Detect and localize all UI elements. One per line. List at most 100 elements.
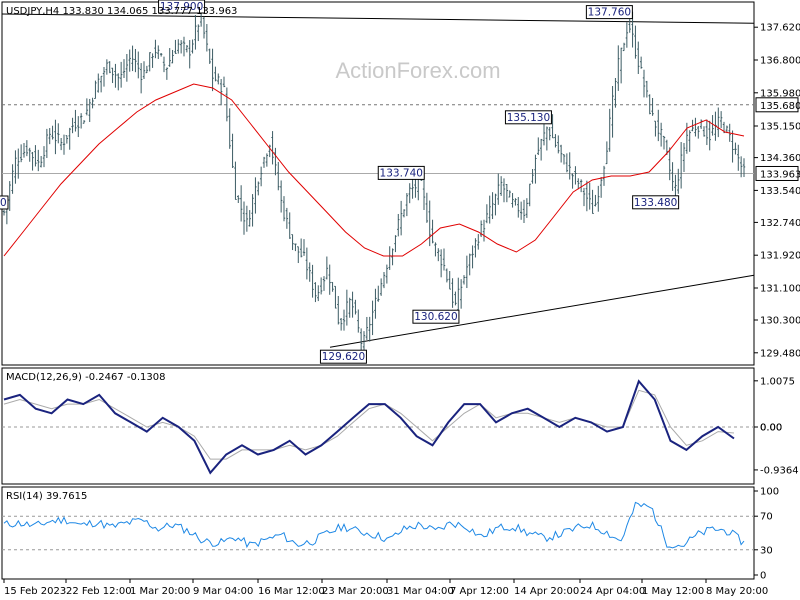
current-price-label: 133.963 [760,169,800,180]
candle [517,197,520,218]
macd-lines [2,379,754,475]
candle [108,61,111,74]
annotation-label: 133.480 [634,197,677,209]
candle [734,142,737,155]
candle [308,262,311,282]
time-tick-label: 31 Mar 04:00 [387,586,454,597]
candle [291,234,294,251]
candle [737,144,740,171]
candle [251,194,254,227]
signal-line [3,389,735,460]
candle [725,125,729,134]
candle [122,59,126,78]
candle [77,116,80,138]
candle [434,242,437,257]
candle [642,69,646,98]
candle [211,48,214,92]
candle [239,185,243,222]
candle [502,178,506,203]
candle [174,39,177,54]
candle [354,299,357,315]
candle [297,246,300,264]
rsi-tick-label: 30 [760,545,773,556]
candle [514,198,517,206]
candle [371,300,374,336]
candle [139,63,143,94]
candle [142,61,146,80]
candle [742,158,746,177]
candle [311,264,314,298]
price-tick-label: 137.620 [760,23,800,34]
candle [425,192,429,223]
macd-title: MACD(12,26,9) -0.2467 -0.1308 [6,372,166,383]
candle [488,195,491,224]
candle [245,205,249,232]
candle [574,166,577,185]
candle [717,107,720,138]
candle [499,176,503,196]
candle [17,148,20,179]
time-tick-label: 16 Mar 12:00 [258,586,325,597]
rsi-tick-label: 70 [760,512,773,523]
candle [85,98,89,116]
price-axis: 137.620 136.800 135.980 135.150 134.360 133.5… [754,23,800,359]
candle [131,45,134,72]
candle [357,309,360,333]
price-tick-label: 131.920 [760,251,800,262]
price-candles [2,7,746,357]
candle [659,122,663,147]
candle [337,295,340,325]
candle [277,161,280,191]
moving-average-line [3,83,745,257]
candle [134,48,137,73]
candle [539,138,543,161]
current-price-box [755,165,799,181]
candle [679,141,683,189]
candle [102,66,106,87]
candle [477,234,480,250]
annotation-box [158,0,206,14]
ma-path [3,83,745,257]
candle [128,49,131,72]
time-tick-label: 24 Apr 04:00 [580,586,645,597]
candle [31,151,34,171]
candle [162,56,166,73]
candle [368,316,371,342]
candle [34,145,37,167]
price-tick-label: 130.300 [760,316,800,327]
candle [48,128,51,145]
annotation-box [0,195,9,210]
annotation-box [377,165,425,180]
time-tick-label: 1 Mar 20:00 [130,586,190,597]
annotation-label: 137.900 [160,1,203,13]
candle [528,183,531,207]
candle [697,125,700,139]
candle [482,219,486,242]
candle [97,73,100,93]
candle [322,276,326,291]
candle [602,165,606,186]
candle [268,144,271,158]
candle [705,119,709,146]
candle [402,209,406,218]
watermark: ActionForex.com [335,58,500,83]
time-axis: 15 Feb 2023 22 Feb 12:001 Mar 20:00 9 Mar … [3,579,768,597]
candle [448,271,451,290]
candle [462,275,466,285]
macd-tick-label: -0.9364 [760,465,799,476]
candle [205,24,209,52]
candle [197,24,200,42]
candle [534,154,537,184]
candle [225,87,229,122]
candle [325,256,329,280]
candle [422,179,426,210]
candle [237,195,240,204]
candle [377,285,380,302]
candle [519,201,523,220]
time-tick-label: 1 May 12:00 [642,586,704,597]
candle [459,279,463,309]
candle [288,212,291,239]
candle [265,153,269,167]
trend-lines [1,13,755,348]
candle [548,127,551,141]
